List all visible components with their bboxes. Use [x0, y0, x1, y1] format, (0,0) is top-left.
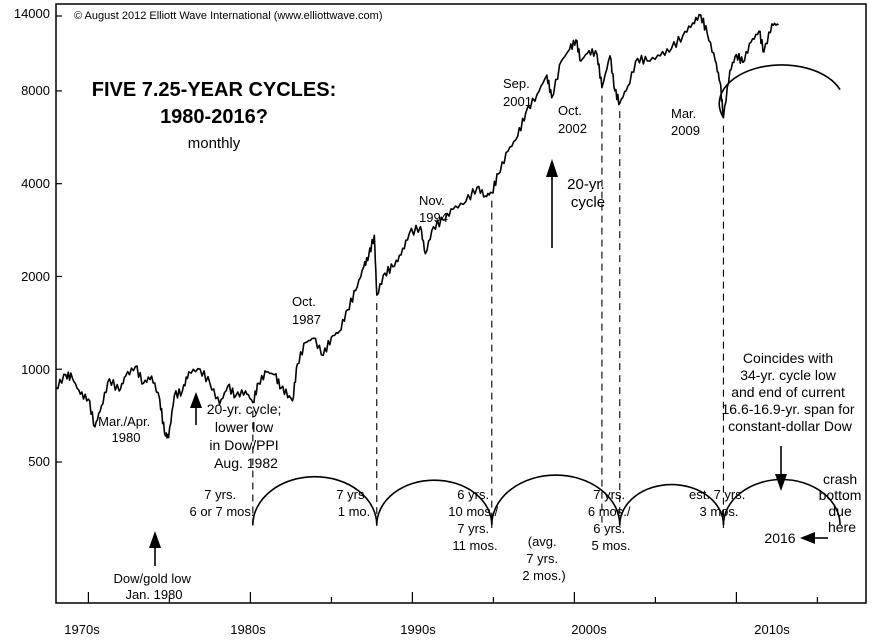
dow-price-line: [55, 13, 779, 439]
label-cycle1: 7 yrs. 6 or 7 mos.: [189, 487, 254, 519]
label-dow-gold-low: Dow/gold low Jan. 1980: [114, 571, 195, 602]
y-tick-label: 4000: [21, 176, 50, 191]
arrow-head-icon: [775, 474, 787, 491]
copyright-text: © August 2012 Elliott Wave International…: [74, 10, 383, 22]
label-nov-1994: Nov. 1994: [419, 193, 448, 225]
x-decade-label: 1970s: [64, 622, 100, 637]
projected-cycle-arc: [718, 64, 841, 119]
y-tick-label: 2000: [21, 269, 50, 284]
cycle-arc: [375, 479, 493, 526]
label-sep-2001: Sep. 2001: [503, 76, 533, 109]
label-avg: (avg. 7 yrs. 2 mos.): [522, 534, 565, 583]
chart-title-line2: 1980-2016?: [160, 106, 268, 128]
label-oct-1987: Oct. 1987: [292, 294, 321, 327]
x-decade-label: 2000s: [571, 622, 607, 637]
plot-frame: [55, 3, 867, 604]
dashed-cycle-lines: [252, 95, 724, 528]
cycle-arc: [490, 474, 621, 526]
label-mar-2009: Mar. 2009: [671, 106, 700, 138]
y-axis: 14000 8000 4000 2000 1000 500: [14, 6, 50, 469]
x-axis: 1970s 1980s 1990s 2000s 2010s: [64, 622, 790, 637]
arrow-head-icon: [800, 532, 815, 544]
label-cycle5: est. 7 yrs. 3 mos.: [689, 487, 749, 519]
chart-subtitle: monthly: [188, 135, 241, 152]
x-decade-label: 1990s: [400, 622, 436, 637]
arrows: [149, 159, 828, 566]
label-cycle3: 6 yrs. 10 mos./ 7 yrs. 11 mos.: [448, 487, 501, 553]
label-20yr-cycle: 20-yr. cycle: [567, 176, 609, 211]
y-tick-label: 14000: [14, 6, 50, 21]
label-mar-apr-1980: Mar./Apr. 1980: [98, 414, 154, 445]
x-decade-label: 1980s: [230, 622, 266, 637]
axis-ticks: [56, 15, 819, 603]
arrow-head-icon: [190, 392, 202, 408]
label-oct-2002: Oct. 2002: [558, 103, 587, 136]
chart-title-line1: FIVE 7.25-YEAR CYCLES:: [92, 79, 337, 101]
label-crash-bottom: crash bottom due here: [819, 471, 866, 535]
y-tick-label: 500: [28, 454, 50, 469]
y-tick-label: 8000: [21, 83, 50, 98]
arrow-head-icon: [546, 159, 558, 177]
x-decade-label: 2010s: [754, 622, 790, 637]
arrow-head-icon: [149, 531, 161, 548]
label-20yr-1982: 20-yr. cycle; lower low in Dow/PPI Aug. …: [207, 401, 286, 471]
label-cycle2: 7 yrs. 1 mo.: [336, 487, 371, 519]
label-coincides: Coincides with 34-yr. cycle low and end …: [722, 350, 859, 434]
annotations: Mar./Apr. 1980 20-yr. cycle; lower low i…: [98, 76, 866, 602]
cycle-arc: [252, 475, 378, 526]
cycle-arc: [618, 483, 725, 526]
cycle-arcs: [252, 64, 841, 526]
label-cycle4: 7 yrs. 6 mos./ 6 yrs. 5 mos.: [588, 487, 634, 553]
y-tick-label: 1000: [21, 362, 50, 377]
label-2016: 2016: [764, 530, 795, 546]
